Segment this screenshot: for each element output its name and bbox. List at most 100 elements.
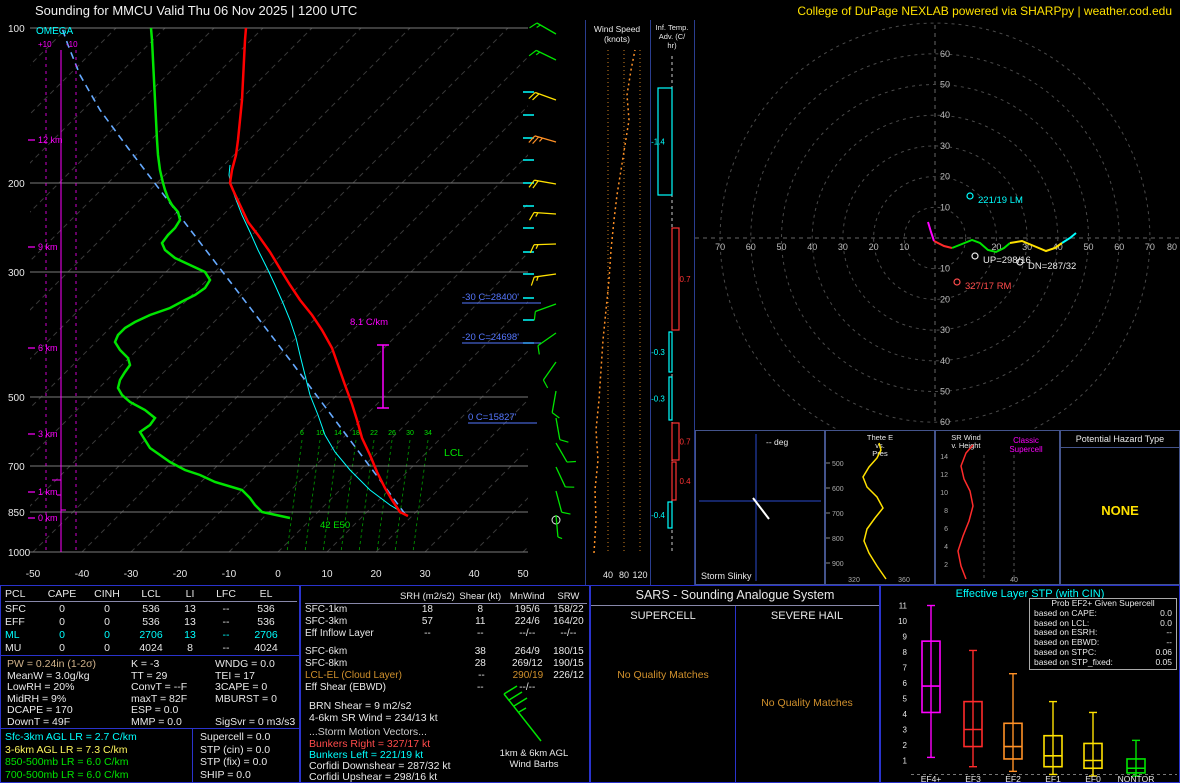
parcel-table-header: PCL CAPE CINH LCL LI LFC EL — [5, 588, 297, 602]
barb-tick — [528, 92, 536, 100]
kinematics-row: Eff Inflow Layer -- -- --/-- --/-- — [305, 628, 587, 640]
kinematics-row: SFC-1km 18 8 195/6 158/22 — [305, 604, 587, 616]
thermo-stat: 3CAPE = 0 — [215, 681, 268, 693]
ring-label: 10 — [940, 264, 950, 274]
legend-row: based on STPC: 0.06 — [1030, 647, 1176, 658]
omega-label: OMEGA — [36, 26, 74, 37]
isotherm-line — [81, 105, 528, 552]
wind-speed-title-1: Wind Speed — [594, 24, 641, 34]
advection-value: 0.7 — [679, 275, 691, 284]
legend-row: based on CAPE: 0.0 — [1030, 608, 1176, 619]
lapse-rate-line: 700-500mb LR = 6.0 C/km — [5, 768, 129, 781]
kinematics-srw: 158/22 — [553, 604, 584, 615]
advection-bar — [668, 331, 673, 373]
parcel-header-cell: EL — [259, 588, 273, 600]
ring-label: 50 — [940, 80, 950, 90]
parcel-cell: 0 — [59, 642, 65, 654]
kinematics-mnwind: 224/6 — [514, 616, 540, 627]
sars-supercell-message: No Quality Matches — [617, 669, 709, 681]
srwind-title-1: SR Wind — [951, 433, 981, 442]
temperature-label: -30 — [124, 569, 139, 580]
wind-barb — [529, 22, 557, 35]
parcel-cell: 13 — [184, 616, 196, 628]
isotherm-line — [30, 28, 509, 507]
kinematics-srh: 18 — [421, 604, 433, 615]
parcel-header-cell: LCL — [141, 588, 161, 600]
srwind-height-label: 8 — [944, 508, 948, 515]
parcel-cell: 13 — [184, 603, 196, 615]
hodo-trace-mid — [951, 238, 1011, 254]
legend-row: based on ESRH: -- — [1030, 628, 1176, 638]
thermo-stat: DownT = 49F — [7, 715, 71, 728]
parcel-cell: SFC — [5, 603, 26, 615]
temp-adv-title-3: hr) — [667, 41, 677, 50]
wind-speed-grid: 40 80 120 — [603, 50, 648, 580]
thermo-stat: MidRH = 9% — [7, 692, 67, 705]
srwind-height-label: 2 — [944, 562, 948, 569]
thermo-stat: MMP = 0.0 — [131, 715, 182, 728]
stp-y-tick: 4 — [903, 710, 908, 719]
kinematics-srh — [401, 670, 457, 682]
mixing-ratio-label: 18 — [352, 430, 360, 437]
sr-wind-value: 234/13 kt — [394, 712, 438, 724]
legend-row: based on STP_fixed: 0.05 — [1030, 656, 1176, 668]
skewt-chart: 6 10 14 18 22 26 30 341002003005007008501000-50… — [8, 22, 576, 580]
mixing-ratio-label: 10 — [316, 430, 324, 437]
srwind-height-label: 6 — [944, 526, 948, 533]
parcel-header-cell: CINH — [94, 588, 120, 600]
surface-note: 42 E50 — [320, 520, 350, 531]
barb-staff — [503, 693, 542, 742]
thermo-stat: SigSvr = 0 m3/s3 — [215, 715, 296, 728]
barb-tick — [528, 49, 537, 57]
storm-vector-value: 327/17 kt — [386, 738, 431, 750]
legend-row-label: based on EBWD: — [1034, 637, 1100, 648]
thetae-x-label: 360 — [898, 577, 910, 584]
kinematics-srw: 180/15 — [553, 646, 584, 657]
temperature-label: 0 — [275, 569, 281, 580]
barb-tick — [551, 412, 560, 419]
pressure-label: 100 — [8, 24, 25, 35]
ring-label: 60 — [746, 242, 756, 252]
legend-row: based on LCL: 0.0 — [1030, 618, 1176, 629]
mixing-ratio-line — [394, 439, 411, 552]
wind-barb — [555, 417, 569, 443]
legend-row-label: based on STP_fixed: — [1034, 656, 1113, 667]
advection-bar — [667, 501, 673, 529]
ring-label: 10 — [899, 242, 909, 252]
temp-adv-bars: -1.4 0.7 -0.3 -0.3 0.7 0.4 -0.4 — [651, 87, 691, 529]
parcel-cell: 0 — [59, 629, 65, 641]
temperature-label: 10 — [321, 569, 333, 580]
parcel-cell: -- — [222, 642, 230, 654]
legend-title: Prob EF2+ Given Supercell — [1051, 598, 1155, 608]
temperature-label: -10 — [222, 569, 237, 580]
ring-label: 40 — [807, 242, 817, 252]
barb-note-2: Wind Barbs — [509, 759, 559, 770]
parcel-cell: -- — [222, 616, 230, 628]
storm-slinky-panel: -- deg Storm Slinky — [695, 430, 825, 585]
wind-barb — [555, 490, 571, 515]
isotherm-line — [30, 28, 411, 409]
thermo-stat: WNDG = 0.0 — [215, 658, 275, 670]
kinematics-srh: 57 — [421, 616, 433, 627]
dewpoint-trace — [113, 27, 291, 520]
legend-row-value: -- — [1166, 637, 1172, 648]
kinematics-mnwind: --/-- — [519, 682, 536, 693]
lapse-rate-annotation: 8.1 C/km — [350, 317, 388, 328]
wind-barb — [551, 390, 560, 419]
thermo-stat: MBURST = 0 — [215, 692, 277, 705]
barb-staff — [555, 514, 559, 537]
kinematics-shear: 28 — [474, 658, 486, 669]
barb-tick — [561, 511, 571, 515]
srwind-height-label: 12 — [940, 472, 948, 479]
stp-y-tick: 9 — [903, 633, 908, 642]
storm-slinky-plot: -- deg Storm Slinky — [699, 434, 821, 581]
legend-row-value: -- — [1166, 627, 1172, 638]
barb-tick — [528, 179, 535, 188]
hodo-ring — [719, 22, 1151, 430]
barb-tick — [532, 93, 540, 101]
pressure-label: 1000 — [8, 548, 31, 559]
brand-link[interactable]: College of DuPage NEXLAB powered via SHA… — [797, 4, 1172, 18]
